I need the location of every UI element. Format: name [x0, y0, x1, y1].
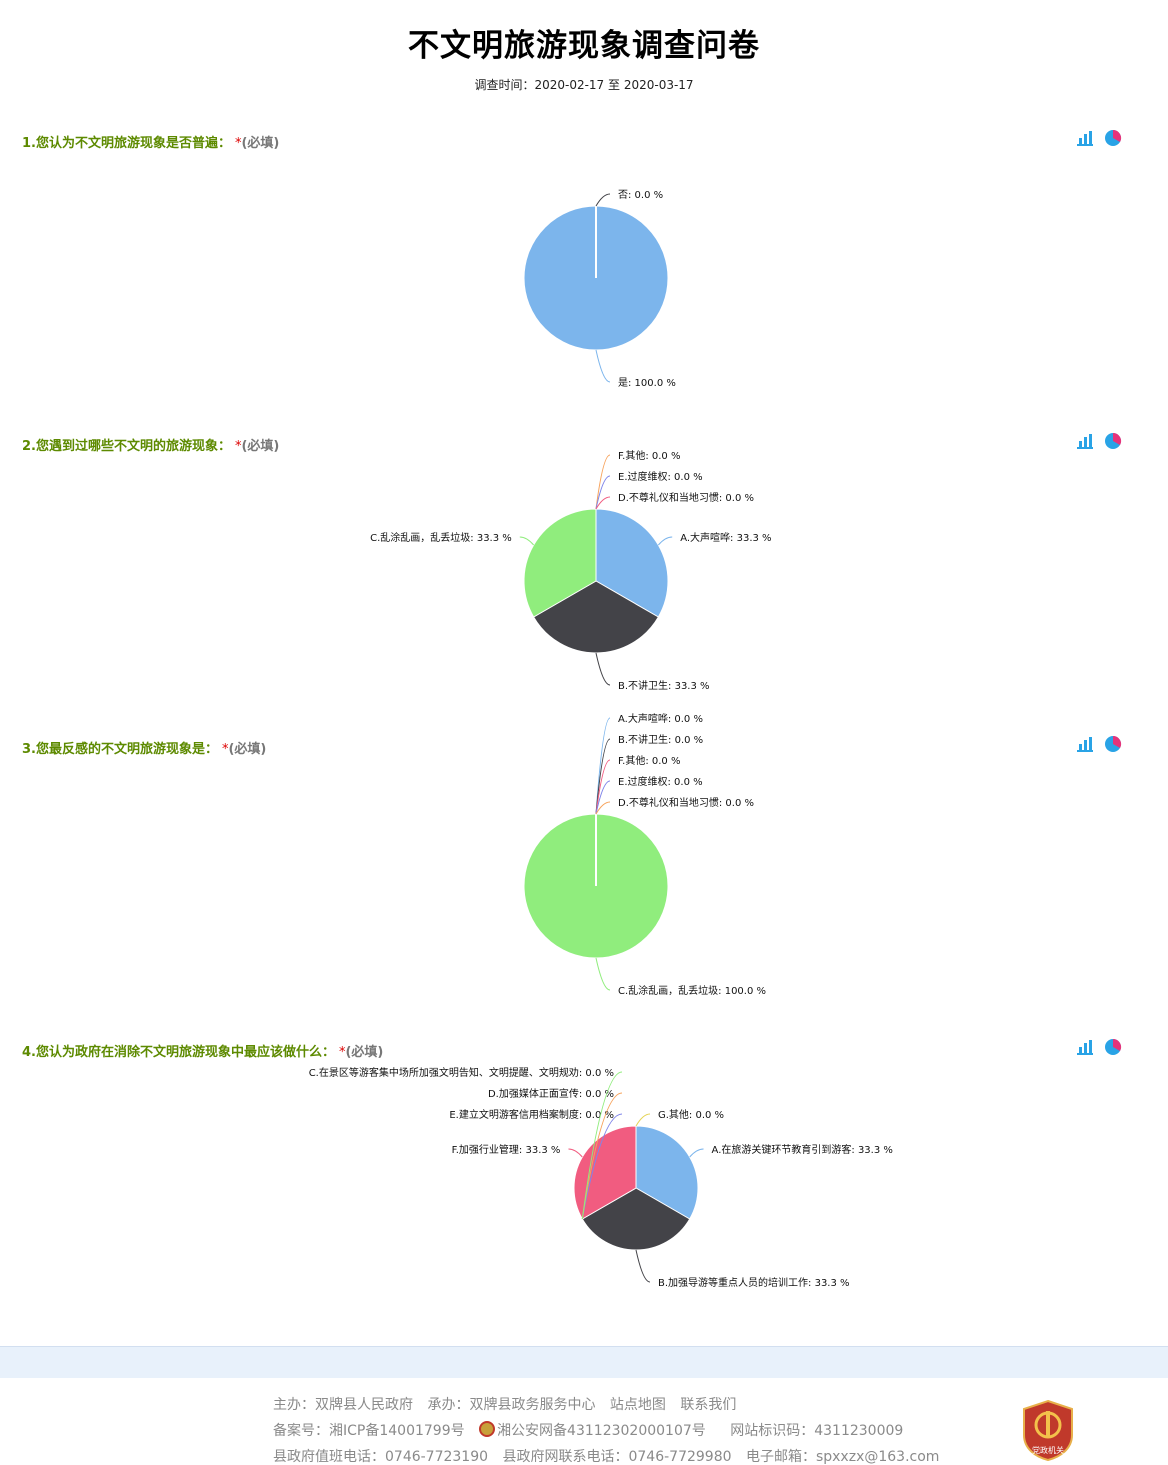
- slice-data-label: C.在景区等游客集中场所加强文明告知、文明提醒、文明规劝: 0.0 %: [309, 1066, 614, 1079]
- footer-contact-link[interactable]: 联系我们: [680, 1397, 737, 1413]
- slice-data-label: D.加强媒体正面宣传: 0.0 %: [488, 1087, 614, 1100]
- footer-contact-phone: 县政府网联系电话：0746-7729980: [502, 1449, 732, 1465]
- question-2-text: 2.您遇到过哪些不文明的旅游现象：: [22, 439, 231, 454]
- label-connector: [595, 801, 611, 815]
- footer-icp[interactable]: 备案号：湘ICP备14001799号: [273, 1423, 465, 1439]
- bar-chart-icon[interactable]: [1076, 1038, 1094, 1056]
- pie-chart-icon[interactable]: [1104, 432, 1122, 450]
- question-3-text: 3.您最反感的不文明旅游现象是：: [22, 742, 218, 757]
- label-connector: [595, 475, 611, 510]
- label-connector: [595, 759, 611, 815]
- slice-data-label: 是: 100.0 %: [618, 377, 676, 389]
- bar-chart-icon[interactable]: [1076, 432, 1094, 450]
- slice-data-label: D.不尊礼仪和当地习惯: 0.0 %: [618, 491, 754, 504]
- slice-data-label: F.其他: 0.0 %: [618, 449, 680, 462]
- required-note: (必填): [345, 1045, 384, 1060]
- question-3-pie-chart: A.大声喧哗: 0.0 % B.不讲卫生: 0.0 % C.乱涂乱画，乱丢垃圾: 1…: [523, 712, 766, 997]
- question-2-title: 2.您遇到过哪些不文明的旅游现象： *(必填): [22, 435, 279, 454]
- label-connector: [635, 1249, 651, 1283]
- label-connector: [595, 193, 611, 207]
- badge-text: 党政机关: [1032, 1445, 1064, 1455]
- required-star: *: [234, 136, 242, 151]
- slice-data-label: C.乱涂乱画，乱丢垃圾: 33.3 %: [370, 531, 512, 544]
- label-connector: [595, 652, 611, 686]
- label-connector: [581, 1071, 623, 1220]
- required-note: (必填): [241, 136, 280, 151]
- slice-data-label: 否: 0.0 %: [618, 189, 663, 201]
- required-note: (必填): [241, 439, 280, 454]
- question-1-pie-chart: 是: 100.0 % 否: 0.0 %: [523, 189, 676, 389]
- required-star: *: [338, 1045, 346, 1060]
- slice-data-label: B.不讲卫生: 0.0 %: [618, 733, 703, 746]
- bar-chart-icon[interactable]: [1076, 129, 1094, 147]
- question-1-text: 1.您认为不文明旅游现象是否普遍：: [22, 136, 231, 151]
- question-4-text: 4.您认为政府在消除不文明旅游现象中最应该做什么：: [22, 1045, 335, 1060]
- slice-data-label: E.建立文明游客信用档案制度: 0.0 %: [449, 1108, 614, 1121]
- question-4-title: 4.您认为政府在消除不文明旅游现象中最应该做什么： *(必填): [22, 1041, 383, 1060]
- slice-data-label: A.大声喧哗: 33.3 %: [680, 531, 771, 544]
- slice-data-label: F.其他: 0.0 %: [618, 754, 680, 767]
- question-2-pie-chart: A.大声喧哗: 33.3 % B.不讲卫生: 33.3 % C.乱涂乱画，乱丢垃圾:…: [370, 449, 771, 692]
- footer-email: 电子邮箱：spxxzx@163.com: [745, 1449, 940, 1465]
- slice-data-label: B.不讲卫生: 33.3 %: [618, 679, 710, 692]
- label-connector: [581, 1113, 623, 1220]
- label-connector: [595, 780, 611, 815]
- label-connector: [595, 349, 611, 383]
- pie-chart-icon[interactable]: [1104, 735, 1122, 753]
- survey-date-range: 2020-02-17 至 2020-03-17: [534, 78, 694, 92]
- footer-site-id: 网站标识码：4311230009: [730, 1423, 904, 1439]
- label-connector: [519, 536, 535, 546]
- police-badge-icon: [479, 1421, 496, 1437]
- label-connector: [595, 454, 611, 510]
- footer-duty-phone: 县政府值班电话：0746-7723190: [273, 1449, 489, 1465]
- government-agency-badge-icon[interactable]: 党政机关: [1022, 1399, 1074, 1461]
- label-connector: [635, 1113, 651, 1127]
- footer-sponsor: 主办：双牌县人民政府: [273, 1397, 413, 1413]
- label-connector: [657, 536, 673, 546]
- bar-chart-icon[interactable]: [1076, 735, 1094, 753]
- question-1-title: 1.您认为不文明旅游现象是否普遍： *(必填): [22, 132, 279, 151]
- slice-data-label: G.其他: 0.0 %: [658, 1108, 724, 1121]
- footer-band: [0, 1346, 1168, 1378]
- label-connector: [595, 957, 611, 991]
- label-connector: [581, 1092, 623, 1220]
- label-connector: [595, 738, 611, 815]
- slice-data-label: A.大声喧哗: 0.0 %: [618, 712, 703, 725]
- slice-data-label: B.加强导游等重点人员的培训工作: 33.3 %: [658, 1276, 850, 1289]
- slice-data-label: F.加强行业管理: 33.3 %: [452, 1143, 561, 1156]
- footer-organizer: 承办：双牌县政务服务中心: [427, 1397, 596, 1413]
- required-star: *: [234, 439, 242, 454]
- footer-police-record[interactable]: 湘公安网备43112302000107号: [497, 1423, 706, 1439]
- slice-data-label: A.在旅游关键环节教育引到游客: 33.3 %: [712, 1143, 893, 1156]
- required-star: *: [221, 742, 229, 757]
- page-title: 不文明旅游现象调查问卷: [408, 28, 760, 64]
- slice-data-label: C.乱涂乱画，乱丢垃圾: 100.0 %: [618, 984, 766, 997]
- pie-chart-icon[interactable]: [1104, 1038, 1122, 1056]
- label-connector: [595, 496, 611, 510]
- question-3-title: 3.您最反感的不文明旅游现象是： *(必填): [22, 738, 266, 757]
- slice-data-label: E.过度维权: 0.0 %: [618, 470, 703, 483]
- footer-line-3: 县政府值班电话：0746-7723190 县政府网联系电话：0746-77299…: [273, 1446, 949, 1465]
- label-connector: [689, 1148, 704, 1158]
- survey-date-label: 调查时间：: [474, 78, 535, 92]
- label-connector: [568, 1148, 583, 1158]
- slice-data-label: E.过度维权: 0.0 %: [618, 775, 703, 788]
- survey-date: 调查时间：2020-02-17 至 2020-03-17: [0, 76, 1168, 93]
- pie-chart-icon[interactable]: [1104, 129, 1122, 147]
- footer-line-2: 备案号：湘ICP备14001799号 湘公安网备43112302000107号 …: [273, 1420, 913, 1440]
- footer-line-1: 主办：双牌县人民政府 承办：双牌县政务服务中心 站点地图 联系我们: [273, 1394, 746, 1414]
- slice-data-label: D.不尊礼仪和当地习惯: 0.0 %: [618, 796, 754, 809]
- required-note: (必填): [228, 742, 267, 757]
- question-4-pie-chart: A.在旅游关键环节教育引到游客: 33.3 % B.加强导游等重点人员的培训工作:…: [309, 1066, 893, 1289]
- footer-sitemap-link[interactable]: 站点地图: [609, 1397, 666, 1413]
